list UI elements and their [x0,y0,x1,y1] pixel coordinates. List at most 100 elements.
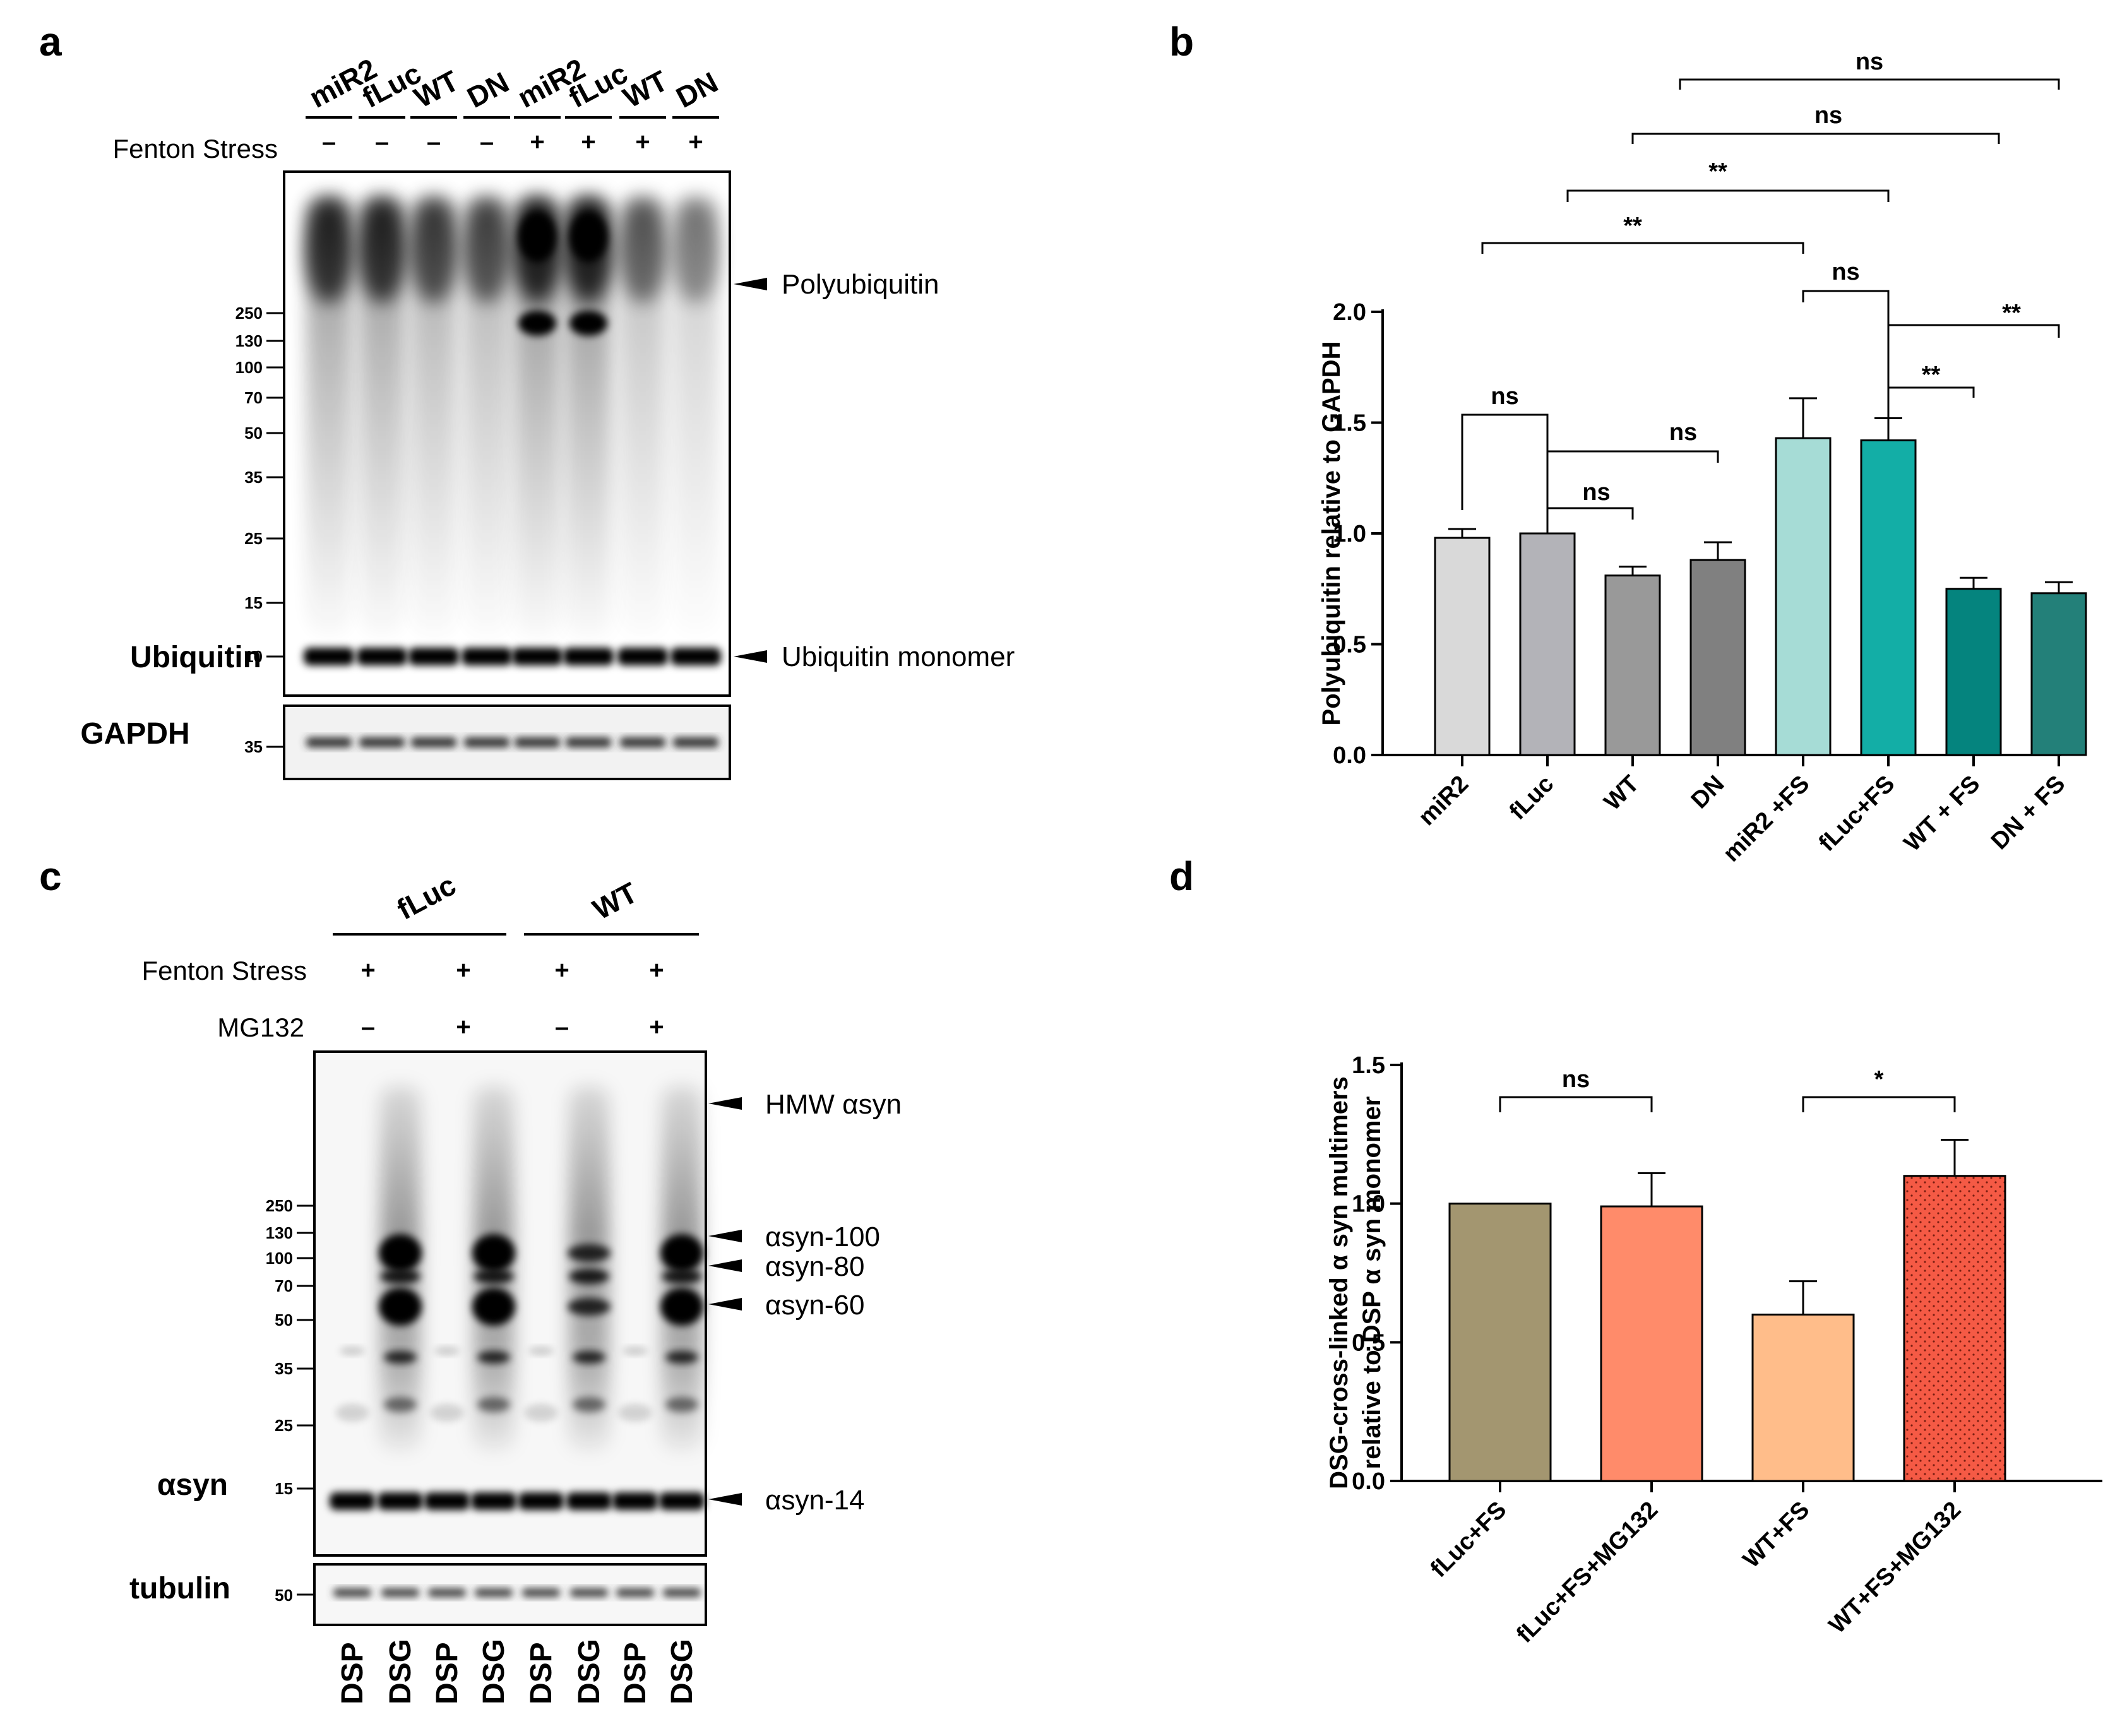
tubulin-band-4 [522,1588,560,1597]
tubulin-band-7 [663,1588,701,1597]
asyn-faint2-0 [340,1347,365,1355]
monomer-band-1 [357,648,407,665]
asyn-14-band-2 [424,1492,470,1510]
sig-label-b-0: ns [1491,383,1518,410]
fenton-sign-a-4: + [530,128,544,156]
fenton-sign-c-2: + [554,956,569,984]
sig-label-b-9: ns [1856,49,1883,75]
asyn-14-band-6 [612,1492,658,1510]
sig-label-b-8: ns [1814,102,1842,129]
lane-label-a-3: DN [462,66,514,114]
polyub-blob-1 [359,202,405,303]
asyn-faint-2 [431,1404,463,1422]
lane-label-a-7: DN [670,66,723,114]
lane-label-c-2: DSP [431,1642,464,1704]
asyn-100-band-1 [379,1234,422,1272]
sig-bracket-b-7 [1547,507,1634,520]
marker-c-130: 130 [266,1223,293,1242]
marker-a-25: 25 [244,529,263,548]
gapdh-bands [306,737,718,747]
marker-a-130: 130 [235,331,263,350]
ubiquitin-blot [283,170,731,697]
band-arrow-c-4 [708,1493,742,1506]
category-label-b-6: WT + FS [1899,771,1985,857]
asyn-60-band-7 [660,1288,703,1326]
marker-c-70: 70 [275,1276,293,1295]
polyub-blob-0 [306,202,352,303]
asyn-30-band-7 [665,1397,698,1412]
tubulin-band-5 [570,1588,608,1597]
tubulin-band-1 [381,1588,419,1597]
ubiquitin-smear-6 [620,196,665,638]
ytick-label-d-2: 1.0 [1352,1191,1385,1218]
ytick-label-b-3: 1.5 [1333,410,1366,437]
marker-a-15: 15 [244,593,263,612]
condition-signs-c: + + + + – + – + [360,956,664,1041]
sig-label-b-7: ns [1582,479,1610,506]
fenton-sign-a-5: + [581,128,595,156]
asyn-14-band-1 [378,1492,423,1510]
ytick-label-d-0: 0.0 [1352,1468,1385,1495]
mg132-sign-c-2: – [555,1013,569,1041]
ytick-label-b-0: 0.0 [1333,742,1366,769]
monomer-band-3 [462,648,512,665]
marker-a-35: 35 [244,468,263,487]
fenton-signs-a: – – – – + + + + [322,128,703,156]
asyn-60-band-1 [379,1288,422,1326]
group-label-wt: WT [587,876,643,925]
ubiquitin-smear-0 [306,196,352,638]
sig-label-b-2: ** [1623,213,1642,239]
band-arrow-c-3 [708,1298,742,1311]
band-arrow-c-2 [708,1259,742,1272]
asyn-80-band-5 [569,1269,609,1284]
category-label-b-3: DN [1686,771,1730,814]
ubiquitin-monomer-arrow [734,650,767,663]
lane-label-c-1: DSG [384,1639,417,1704]
asyn-40-band-7 [665,1351,698,1364]
tubulin-marker-50: 50 [275,1586,293,1605]
polyubiquitin-label: Polyubiquitin [782,269,939,300]
bar-b-7 [2030,592,2087,756]
asyn-60-band-3 [472,1288,515,1326]
ytick-label-b-1: 0.5 [1333,632,1366,658]
ytick-label-d-3: 1.5 [1352,1052,1385,1079]
lane-label-c-3: DSG [477,1639,511,1704]
monomer-band-7 [670,648,721,665]
marker-c-25: 25 [275,1416,293,1435]
fenton-sign-c-3: + [649,956,664,984]
gapdh-blot [283,705,731,780]
gapdh-band-0 [306,737,352,747]
tubulin-blot-label: tubulin [129,1572,230,1605]
gapdh-band-4 [515,737,560,747]
asyn-faint2-4 [528,1347,554,1355]
asyn-faint-6 [619,1404,652,1422]
sig-bracket-b-9 [1679,78,2060,90]
asyn-blot-label: αsyn [157,1468,228,1502]
lane-label-c-0: DSP [336,1642,369,1704]
asyn-blot [313,1050,707,1557]
lane-label-c-4: DSP [525,1642,558,1704]
marker-a-70: 70 [244,388,263,407]
markers-c: 250 130 100 70 50 35 25 15 [266,1196,314,1498]
lane-label-c-7: DSG [665,1639,699,1704]
asyn-smears [330,1086,705,1510]
sig-bracket-b-5 [1888,386,1975,398]
ytick-label-b-2: 1.0 [1333,521,1366,547]
asyn-30-band-5 [573,1397,605,1412]
sig-label-b-6: ** [2002,300,2021,326]
ubiquitin-blot-label: Ubiquitin [130,641,261,674]
asyn-faint2-6 [623,1347,648,1355]
category-label-d-3: WT+FS+MG132 [1824,1497,1966,1639]
sig-bracket-d-1 [1802,1096,1956,1112]
band-arrow-c-0 [708,1097,742,1110]
sig-bracket-b-1 [1547,450,1719,463]
asyn-60-band-5 [568,1298,611,1316]
markers-a: 250 130 100 70 50 35 25 15 10 [235,304,284,666]
tubulin-bands [333,1588,701,1597]
marker-c-35: 35 [275,1359,293,1378]
asyn-faint-4 [525,1404,557,1422]
band-label-c-4: αsyn-14 [765,1485,865,1516]
sig-bracket-b-4 [1802,290,1890,418]
marker-a-50: 50 [244,424,263,443]
